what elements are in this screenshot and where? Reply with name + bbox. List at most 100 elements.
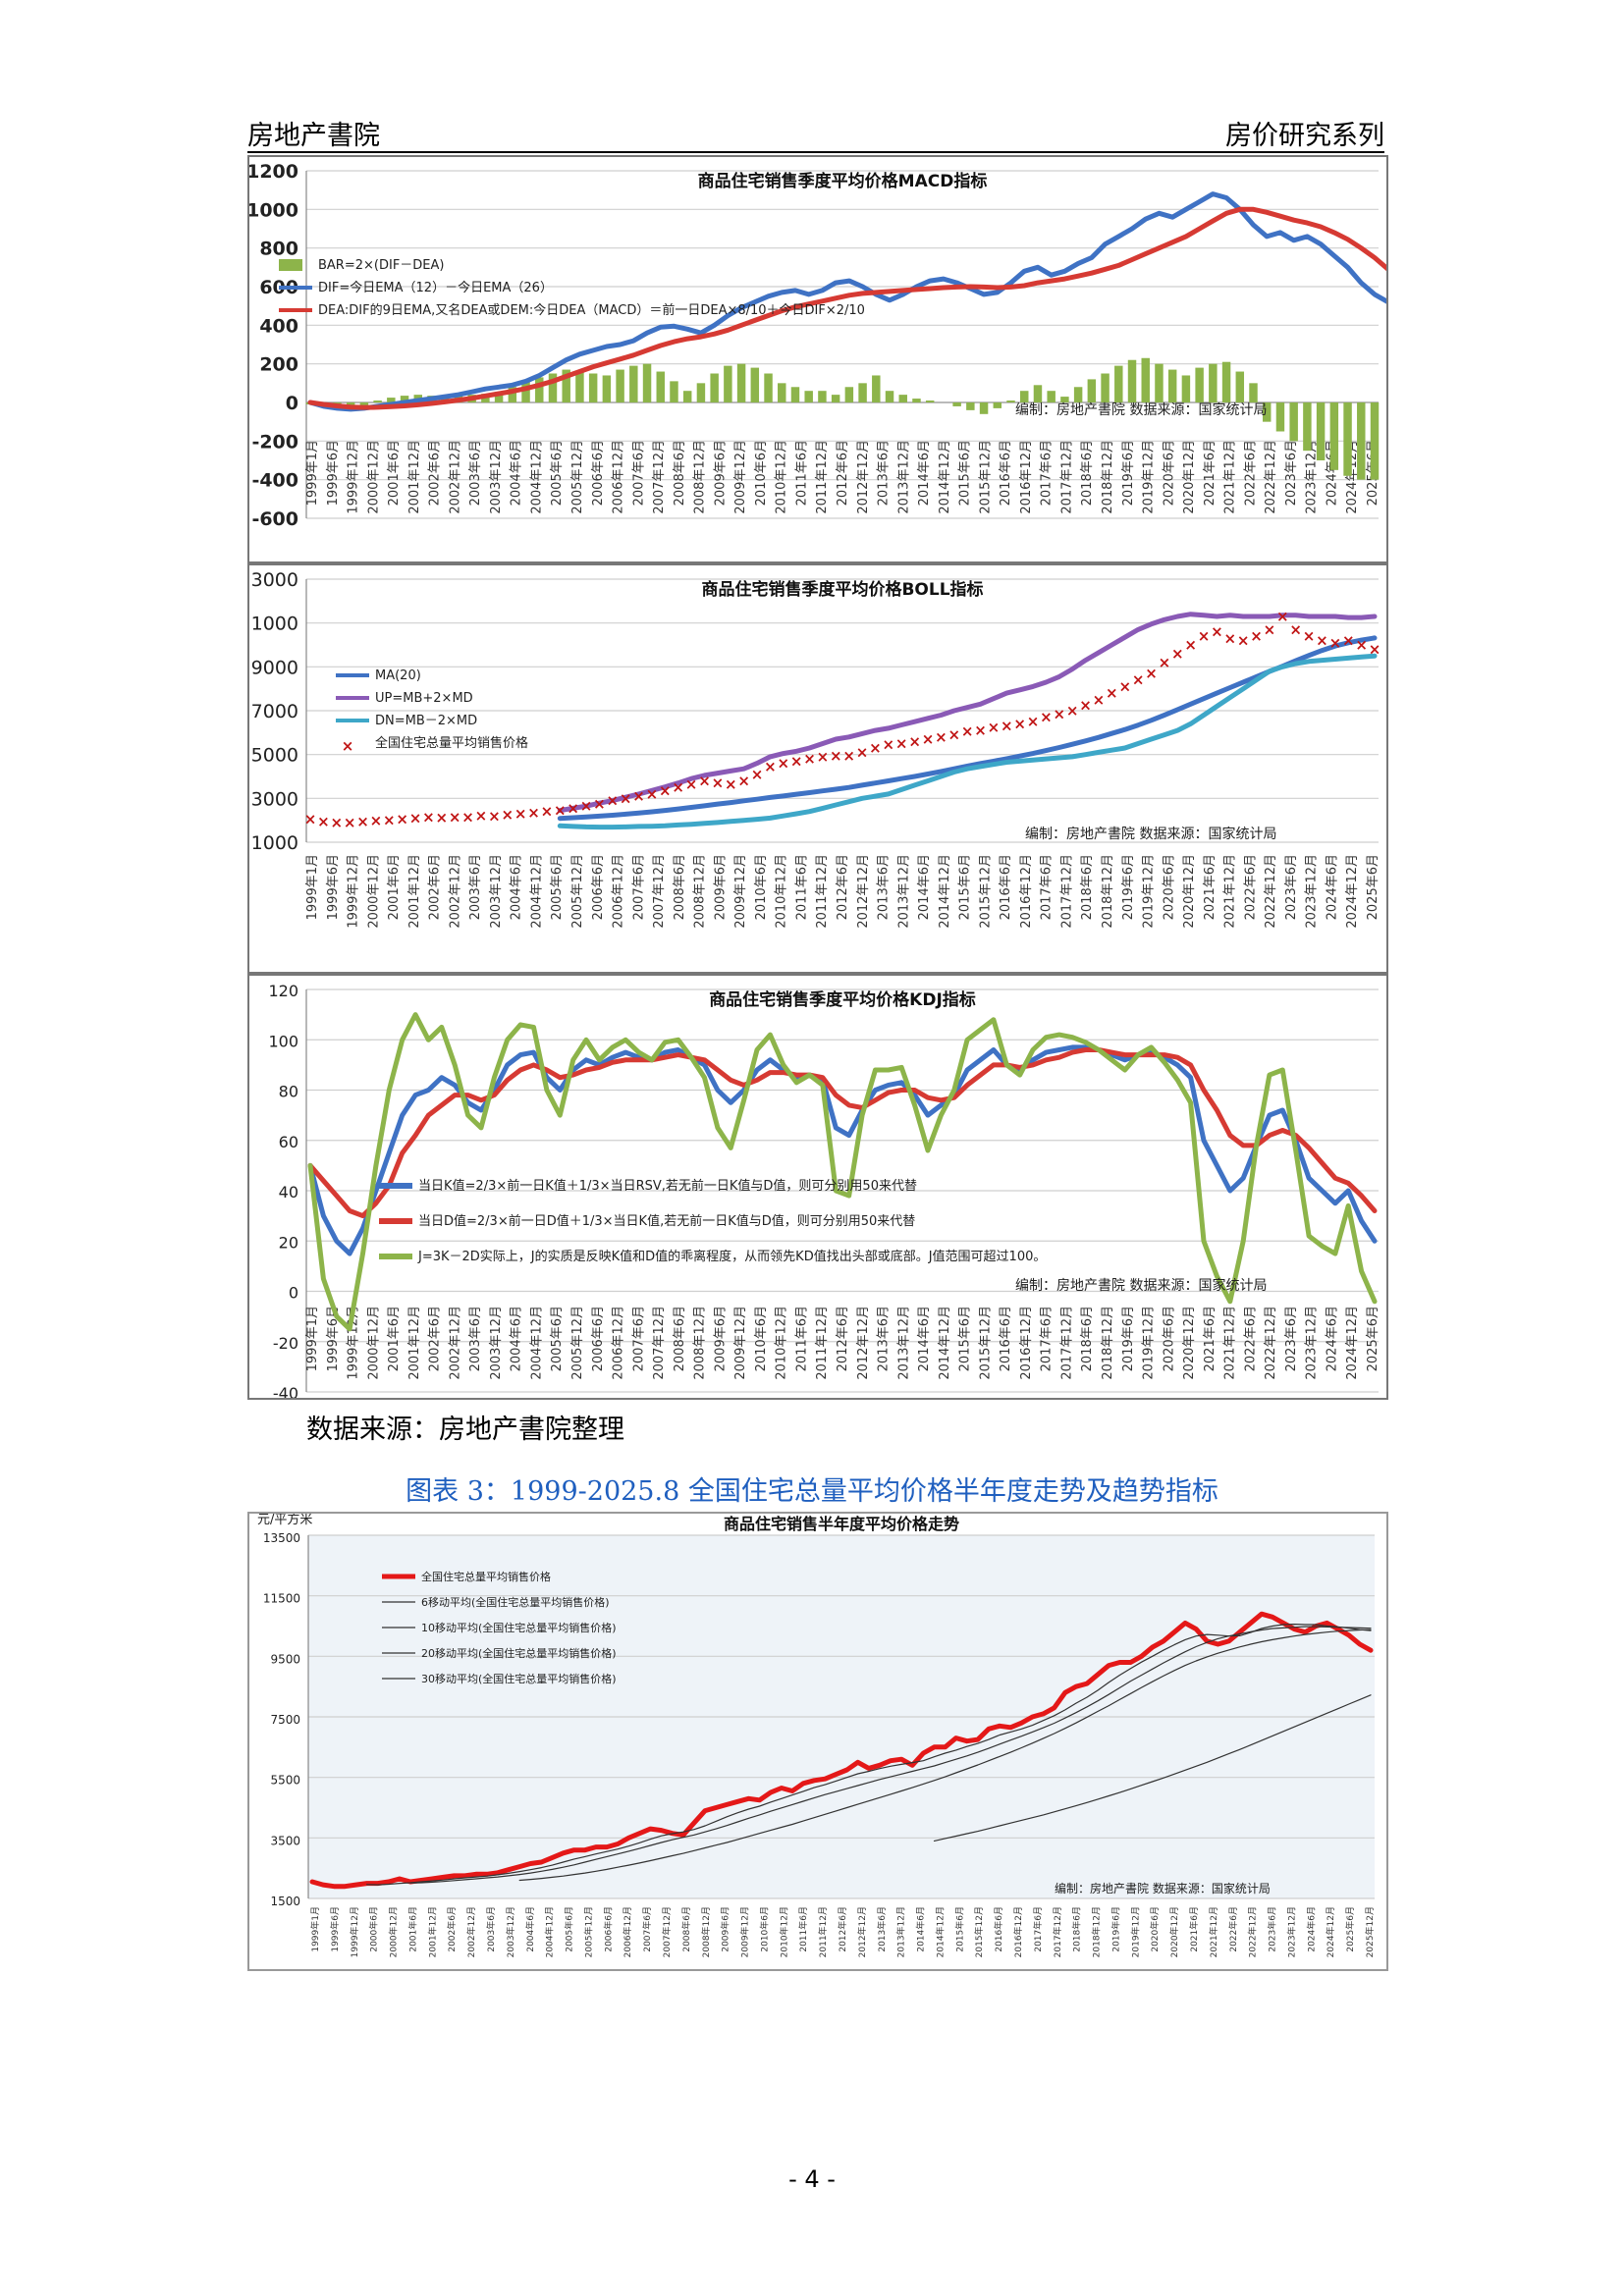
price-point: ×	[737, 772, 750, 789]
x-tick-label: 2004年6月	[524, 1906, 536, 1952]
x-tick-label: 2002年6月	[446, 1906, 458, 1952]
x-tick-label: 2015年6月	[958, 1306, 973, 1371]
price-point: ×	[1171, 645, 1184, 663]
x-tick-label: 2020年12月	[1168, 1906, 1180, 1957]
x-tick-label: 2023年6月	[1284, 1306, 1299, 1371]
price-point: ×	[383, 812, 396, 829]
x-tick-label: 2024年12月	[1345, 854, 1360, 929]
price-point: ×	[974, 721, 987, 739]
macd-bar	[575, 371, 584, 402]
price-point: ×	[370, 812, 383, 829]
x-tick-label: 2008年12月	[693, 1306, 708, 1380]
x-tick-label: 2019年6月	[1121, 440, 1136, 506]
price-point: ×	[1001, 718, 1013, 735]
price-point: ×	[1211, 623, 1223, 641]
macd-chart: -600-400-2000200400600800100012001999年1月…	[249, 161, 1386, 530]
macd-bar	[1127, 359, 1137, 402]
price-point: ×	[593, 795, 606, 813]
x-tick-label: 2003年6月	[468, 1306, 483, 1371]
macd-bar	[993, 402, 1002, 408]
x-tick-label: 2019年6月	[1121, 854, 1136, 920]
macd-bar	[494, 392, 504, 402]
legend-label: DEA:DIF的9日EMA,又名DEA或DEM:今日DEA（MACD）＝前一日D…	[318, 302, 865, 318]
legend-label: 10移动平均(全国住宅总量平均销售价格)	[421, 1621, 617, 1634]
macd-bar	[1209, 363, 1218, 402]
x-tick-label: 2002年6月	[428, 1306, 443, 1371]
x-tick-label: 2016年6月	[999, 1306, 1013, 1371]
price-point: ×	[632, 787, 645, 805]
y-tick-label: 400	[259, 315, 298, 337]
x-tick-label: 2002年12月	[465, 1906, 477, 1957]
macd-bar	[912, 399, 921, 402]
x-tick-label: 2006年12月	[612, 854, 626, 929]
macd-bar	[1101, 373, 1110, 402]
x-tick-label: 2001年6月	[387, 440, 402, 506]
x-tick-label: 1999年1月	[305, 1306, 320, 1371]
price-point: ×	[1224, 629, 1237, 647]
y-tick-label: 80	[279, 1083, 298, 1101]
x-tick-label: 2022年12月	[1264, 440, 1278, 514]
price-point: ×	[764, 758, 777, 775]
macd-bar	[778, 383, 786, 402]
ma20-line	[557, 635, 1378, 822]
x-tick-label: 2016年12月	[1012, 1906, 1024, 1957]
x-tick-label: 2020年12月	[1182, 854, 1197, 929]
x-tick-label: 2003年12月	[505, 1906, 516, 1957]
ma30-line	[933, 1694, 1372, 1842]
price-point: ×	[396, 811, 408, 828]
price-point: ×	[883, 736, 895, 754]
x-tick-label: 2015年12月	[973, 1906, 985, 1957]
y-tick-label: -600	[251, 508, 298, 530]
price-point: ×	[1303, 627, 1316, 645]
x-tick-label: 2020年12月	[1182, 440, 1197, 514]
x-tick-label: 2012年6月	[837, 1906, 848, 1952]
price-point: ×	[1079, 696, 1092, 714]
price-point: ×	[541, 803, 554, 821]
price-point: ×	[1198, 627, 1211, 645]
y-tick-label: 800	[259, 239, 298, 260]
macd-bar	[818, 391, 827, 402]
macd-bar	[1060, 397, 1069, 402]
macd-bar	[1303, 402, 1312, 452]
x-tick-label: 2016年12月	[1019, 854, 1034, 929]
x-tick-label: 2009年12月	[739, 1906, 751, 1957]
price-point: ×	[1264, 620, 1276, 638]
y-tick-label: 9500	[270, 1652, 300, 1666]
x-tick-label: 2018年6月	[1080, 440, 1095, 506]
price-point: ×	[461, 808, 474, 826]
macd-bar	[966, 402, 975, 410]
x-tick-label: 2012年12月	[856, 1906, 868, 1957]
legend-label: BAR=2×(DIF－DEA)	[318, 258, 444, 273]
price-point: ×	[935, 728, 947, 746]
x-tick-label: 1999年6月	[329, 1906, 341, 1952]
macd-bar	[1275, 402, 1285, 432]
header-rule	[247, 151, 1384, 153]
x-tick-label: 2021年6月	[1203, 854, 1218, 920]
price-point: ×	[567, 799, 579, 817]
dif-line	[307, 191, 1386, 412]
macd-bar	[1087, 379, 1097, 402]
x-tick-label: 2001年6月	[387, 854, 402, 920]
x-tick-label: 2022年6月	[1243, 1306, 1258, 1371]
macd-bar	[1167, 369, 1177, 402]
legend-label: UP=MB+2×MD	[375, 691, 473, 706]
x-tick-label: 2025年6月	[1366, 1306, 1380, 1371]
price-point: ×	[1355, 636, 1368, 654]
y-tick-label: 3500	[270, 1834, 300, 1847]
macd-bar	[548, 373, 558, 402]
x-tick-label: 2014年6月	[917, 1306, 932, 1371]
x-tick-label: 2023年12月	[1305, 1306, 1320, 1380]
x-tick-label: 2011年6月	[797, 1906, 809, 1952]
x-tick-label: 2019年12月	[1142, 440, 1157, 514]
x-tick-label: 2006年6月	[591, 854, 606, 920]
x-tick-label: 2020年6月	[1162, 854, 1176, 920]
x-tick-label: 2013年12月	[896, 854, 911, 929]
y-tick-label: 5500	[270, 1774, 300, 1788]
x-tick-label: 2013年6月	[877, 440, 892, 506]
price-point: ×	[317, 813, 330, 830]
figure-caption: 图表 3：1999-2025.8 全国住宅总量平均价格半年度走势及趋势指标	[406, 1476, 1218, 1507]
x-tick-label: 2006年6月	[591, 440, 606, 506]
x-tick-label: 2009年12月	[733, 854, 748, 929]
x-tick-label: 2024年6月	[1305, 1906, 1317, 1952]
x-tick-label: 2015年6月	[953, 1906, 965, 1952]
